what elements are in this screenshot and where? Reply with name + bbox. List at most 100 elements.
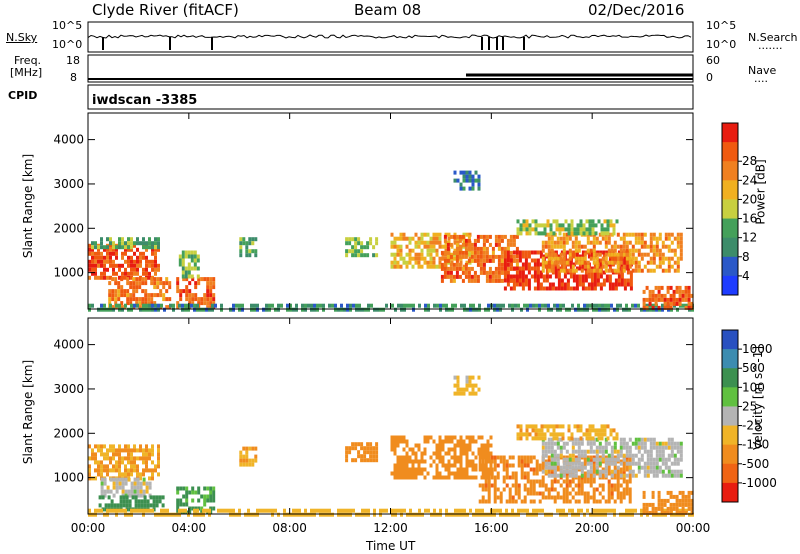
- power-cell: [512, 238, 516, 243]
- velocity-cell: [424, 508, 427, 513]
- velocity-cell: [142, 460, 145, 465]
- velocity-cell: [379, 508, 382, 513]
- power-cell: [482, 234, 486, 239]
- velocity-cell: [667, 457, 671, 462]
- velocity-cell: [529, 459, 533, 464]
- power-cell: [435, 232, 439, 237]
- velocity-cell: [559, 445, 563, 450]
- velocity-cell: [484, 471, 488, 476]
- power-cell: [245, 253, 249, 258]
- power-cell: [424, 307, 427, 312]
- power-cell: [106, 237, 109, 242]
- velocity-cell: [598, 449, 602, 454]
- power-cell: [154, 241, 157, 246]
- velocity-cell: [157, 464, 160, 469]
- velocity-cell: [112, 452, 115, 457]
- velocity-cell: [553, 453, 557, 458]
- power-cell: [414, 260, 418, 265]
- power-cell: [512, 266, 516, 271]
- velocity-cell: [396, 459, 400, 464]
- power-cell: [634, 264, 638, 269]
- power-colorbar-tick-label: 24: [742, 173, 757, 187]
- power-cell: [453, 232, 457, 237]
- velocity-cell: [615, 436, 619, 441]
- power-cell: [487, 303, 490, 308]
- velocity-cell: [456, 439, 460, 444]
- power-cell: [449, 262, 453, 267]
- velocity-cell: [453, 459, 457, 464]
- power-cell: [162, 281, 166, 286]
- power-cell: [239, 253, 243, 258]
- power-cell: [593, 274, 597, 279]
- velocity-cell: [151, 476, 154, 481]
- velocity-cell: [625, 491, 629, 496]
- power-cell: [433, 303, 436, 308]
- velocity-cell: [550, 471, 554, 476]
- velocity-cell: [661, 473, 665, 478]
- power-cell: [121, 271, 124, 276]
- power-cell: [351, 253, 355, 258]
- power-cell: [162, 297, 166, 302]
- velocity-cell: [562, 457, 566, 462]
- power-cell: [455, 250, 459, 255]
- power-cell: [527, 254, 531, 259]
- power-cell: [521, 266, 525, 271]
- velocity-cell: [613, 487, 617, 492]
- power-colorbar-tick-label: 28: [742, 154, 757, 168]
- velocity-cell: [465, 379, 469, 384]
- velocity-cell: [565, 479, 569, 484]
- power-cell: [265, 303, 268, 308]
- velocity-cell: [435, 471, 439, 476]
- power-cell: [97, 259, 100, 264]
- velocity-cell: [502, 463, 506, 468]
- velocity-cell: [583, 491, 587, 496]
- power-cell: [118, 237, 121, 242]
- power-cell: [405, 236, 409, 241]
- power-cell: [478, 303, 481, 308]
- velocity-cell: [577, 487, 581, 492]
- velocity-cell: [139, 448, 142, 453]
- velocity-cell: [197, 498, 201, 503]
- velocity-cell: [163, 508, 166, 513]
- velocity-cell: [589, 512, 592, 517]
- power-cell: [145, 255, 148, 260]
- velocity-cell: [119, 499, 123, 504]
- power-cell: [631, 260, 635, 265]
- velocity-cell: [465, 475, 469, 480]
- velocity-cell: [565, 441, 569, 446]
- velocity-cell: [619, 471, 623, 476]
- velocity-cell: [559, 465, 563, 470]
- velocity-cell: [268, 508, 271, 513]
- power-cell: [600, 223, 604, 228]
- power-cell: [142, 255, 145, 260]
- velocity-cell: [423, 435, 427, 440]
- power-cell: [550, 260, 554, 265]
- power-cell: [212, 293, 216, 298]
- power-cell: [524, 262, 528, 267]
- velocity-cell: [283, 512, 286, 517]
- velocity-cell: [433, 508, 436, 513]
- power-cell: [391, 303, 394, 308]
- velocity-cell: [259, 508, 262, 513]
- velocity-cell: [588, 432, 592, 437]
- power-cell: [601, 260, 605, 265]
- velocity-cell: [589, 483, 593, 488]
- velocity-cell: [239, 458, 243, 463]
- power-cell: [572, 278, 576, 283]
- velocity-cell: [544, 461, 548, 466]
- velocity-cell: [508, 491, 512, 496]
- power-cell: [503, 262, 507, 267]
- velocity-cell: [571, 473, 575, 478]
- velocity-cell: [254, 454, 258, 459]
- velocity-cell: [688, 512, 691, 517]
- velocity-cell: [402, 435, 406, 440]
- power-cell: [112, 307, 115, 312]
- velocity-cell: [555, 432, 559, 437]
- velocity-cell: [613, 512, 616, 517]
- velocity-cell: [481, 459, 485, 464]
- power-cell: [414, 256, 418, 261]
- velocity-cell: [675, 498, 679, 503]
- power-cell: [628, 252, 632, 257]
- velocity-cell: [343, 512, 346, 517]
- power-cell: [156, 281, 160, 286]
